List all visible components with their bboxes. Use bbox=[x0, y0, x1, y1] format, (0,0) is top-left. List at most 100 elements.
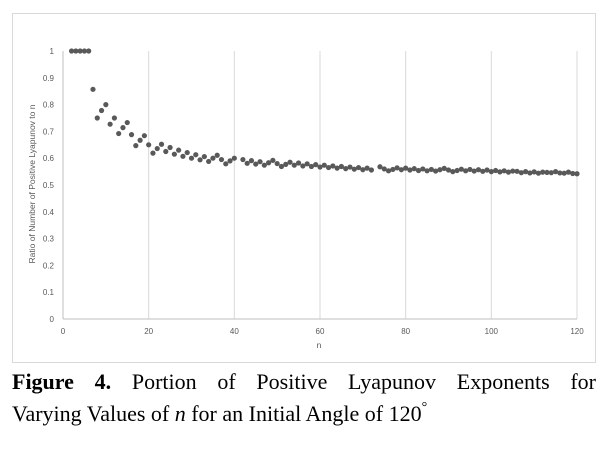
data-point bbox=[437, 167, 443, 173]
data-point bbox=[488, 169, 494, 175]
y-tick-label: 0.3 bbox=[43, 235, 55, 244]
data-point bbox=[107, 121, 113, 127]
data-point bbox=[501, 168, 507, 174]
data-point bbox=[424, 168, 430, 174]
scatter-chart: 0 20 40 60 80 100 120 0 0.1 0.2 0.3 0.4 0.5 0.6 0.7 0.… bbox=[27, 47, 584, 350]
data-point bbox=[124, 119, 130, 126]
data-point bbox=[133, 143, 139, 149]
data-point bbox=[167, 144, 173, 151]
y-tick-label: 0.8 bbox=[43, 101, 55, 110]
grid-lines bbox=[62, 51, 578, 320]
data-point bbox=[343, 166, 349, 172]
data-point bbox=[188, 155, 195, 161]
data-point bbox=[381, 166, 387, 172]
data-point bbox=[180, 153, 186, 159]
data-point bbox=[428, 166, 434, 173]
data-point bbox=[347, 164, 353, 170]
y-axis-title: Ratio of Number of Positive Lyapunov to … bbox=[27, 104, 37, 263]
data-point bbox=[368, 167, 374, 173]
data-point bbox=[334, 165, 340, 171]
y-tick-label: 0 bbox=[50, 315, 55, 324]
data-point bbox=[158, 141, 165, 147]
data-point bbox=[103, 102, 109, 108]
data-point bbox=[415, 167, 422, 174]
data-point bbox=[266, 160, 272, 166]
data-point bbox=[223, 161, 229, 167]
data-point bbox=[535, 170, 542, 176]
data-point bbox=[278, 163, 285, 170]
data-point bbox=[505, 169, 512, 175]
x-tick-label: 120 bbox=[570, 327, 584, 336]
data-point bbox=[111, 115, 117, 121]
x-tick-label: 40 bbox=[230, 327, 239, 336]
data-point bbox=[467, 166, 473, 173]
data-point bbox=[210, 155, 216, 161]
data-point bbox=[450, 169, 456, 175]
data-point bbox=[355, 164, 362, 171]
data-point bbox=[231, 155, 237, 161]
data-point bbox=[86, 48, 92, 54]
data-point bbox=[77, 48, 83, 54]
data-point bbox=[394, 165, 400, 171]
data-point bbox=[295, 160, 302, 166]
data-point bbox=[137, 137, 143, 143]
data-point bbox=[514, 168, 520, 174]
data-point bbox=[304, 161, 310, 167]
data-point bbox=[407, 167, 413, 173]
data-point bbox=[163, 148, 169, 155]
data-point bbox=[518, 170, 524, 176]
data-point bbox=[197, 157, 203, 163]
caption-text-line1: Portion of Positive Lyapunov Exponents f… bbox=[131, 369, 597, 394]
data-point bbox=[420, 166, 426, 172]
x-tick-label: 60 bbox=[316, 327, 325, 336]
data-point bbox=[471, 168, 477, 174]
data-point bbox=[317, 164, 323, 170]
y-tick-labels: 0 0.1 0.2 0.3 0.4 0.5 0.6 0.7 0.8 0.9 1 bbox=[43, 47, 55, 324]
y-tick-label: 0.2 bbox=[43, 261, 55, 270]
x-tick-label: 100 bbox=[485, 327, 499, 336]
data-point bbox=[81, 48, 88, 54]
caption-angle-value: 120 bbox=[388, 401, 422, 426]
data-point bbox=[385, 168, 392, 174]
data-point bbox=[128, 132, 135, 138]
data-point bbox=[214, 152, 220, 158]
data-point bbox=[565, 169, 572, 175]
data-point bbox=[248, 158, 255, 164]
data-point bbox=[94, 115, 100, 121]
data-point bbox=[98, 107, 105, 114]
y-tick-label: 0.9 bbox=[43, 74, 55, 83]
figure-label: Figure 4. bbox=[12, 369, 112, 394]
data-point bbox=[484, 167, 490, 173]
data-point bbox=[261, 162, 267, 168]
data-point bbox=[493, 167, 499, 174]
y-tick-label: 0.5 bbox=[43, 181, 55, 190]
caption-variable-n: n bbox=[174, 401, 186, 426]
data-point bbox=[570, 170, 576, 177]
data-point bbox=[257, 159, 263, 165]
data-point bbox=[497, 169, 503, 175]
data-points bbox=[68, 48, 580, 177]
data-point bbox=[206, 158, 212, 165]
data-point bbox=[548, 170, 554, 176]
chart-frame: 0 20 40 60 80 100 120 0 0.1 0.2 0.3 0.4 0.5 0.6 0.7 0.… bbox=[12, 13, 596, 363]
data-point bbox=[154, 145, 160, 152]
data-point bbox=[73, 48, 79, 54]
figure-caption-line2: Varying Values of n for an Initial Angle… bbox=[12, 398, 427, 434]
x-tick-labels: 0 20 40 60 80 100 120 bbox=[61, 327, 584, 336]
data-point bbox=[561, 170, 567, 176]
data-point bbox=[68, 48, 75, 54]
data-point bbox=[458, 166, 464, 172]
data-point bbox=[308, 163, 315, 170]
data-point bbox=[480, 168, 486, 174]
caption-degree-symbol: ° bbox=[421, 400, 428, 415]
data-point bbox=[540, 169, 546, 175]
data-point bbox=[325, 164, 332, 171]
data-point bbox=[360, 167, 366, 173]
data-point bbox=[445, 167, 452, 173]
caption-text-prefix: Varying Values of bbox=[12, 401, 170, 426]
caption-text-middle: for an Initial Angle of bbox=[191, 401, 384, 426]
data-point bbox=[454, 167, 460, 174]
data-point bbox=[398, 167, 404, 173]
data-point bbox=[433, 168, 439, 174]
data-point bbox=[176, 147, 182, 153]
